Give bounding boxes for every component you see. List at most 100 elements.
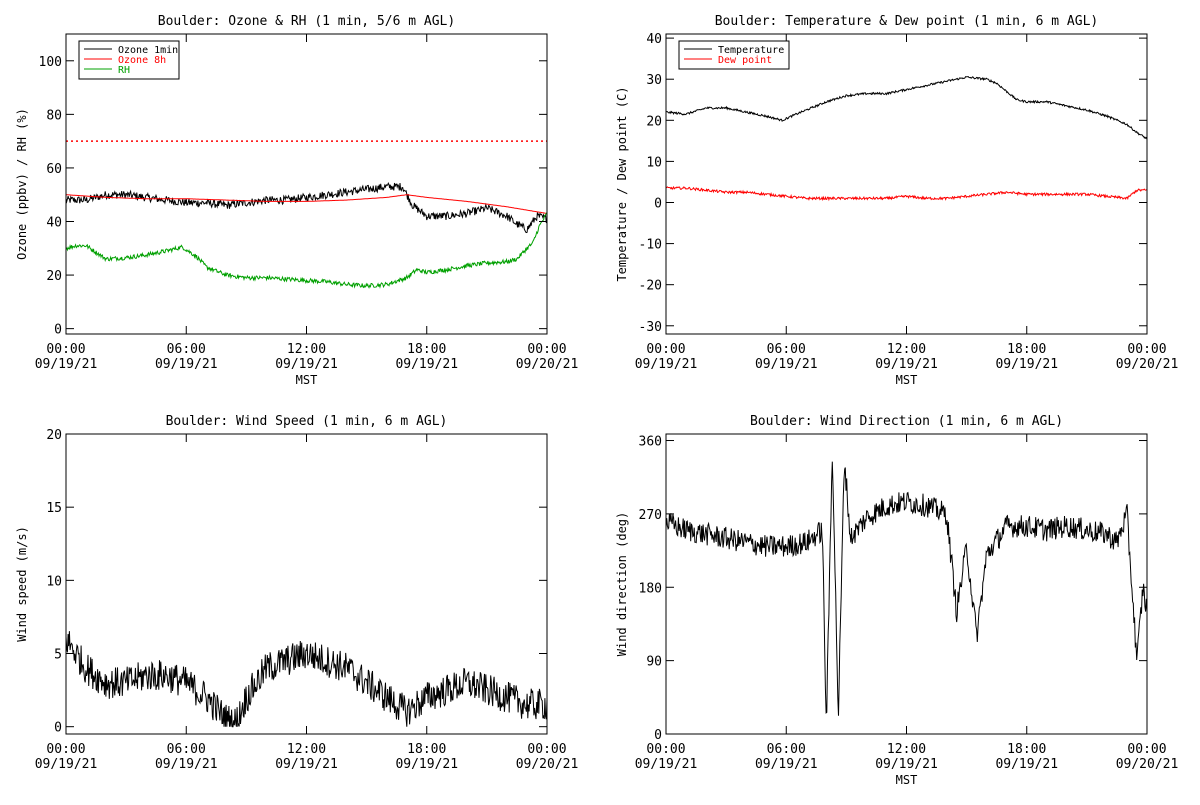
x-axis-label: MST: [296, 373, 318, 387]
legend-label: Ozone 1min: [118, 45, 178, 56]
x-tick-time: 00:00: [527, 742, 566, 757]
plot-area: [666, 76, 1147, 202]
series-line-3: [66, 212, 547, 289]
x-tick-time: 00:00: [1127, 342, 1166, 357]
y-tick-label: 10: [46, 574, 62, 589]
x-tick-time: 12:00: [287, 342, 326, 357]
y-tick-label: 0: [54, 323, 62, 338]
y-tick-label: 0: [654, 196, 662, 211]
x-tick-time: 00:00: [527, 342, 566, 357]
y-tick-label: 30: [646, 73, 662, 88]
y-tick-label: 100: [39, 55, 62, 70]
plot-frame: [665, 33, 1148, 335]
x-tick-time: 00:00: [46, 342, 85, 357]
x-tick-time: 06:00: [767, 342, 806, 357]
y-tick-label: 10: [646, 155, 662, 170]
legend-box: [678, 40, 790, 70]
x-tick-date: 09/19/21: [635, 757, 698, 772]
x-tick-date: 09/19/21: [755, 757, 818, 772]
y-tick-label: 270: [639, 508, 662, 523]
x-tick-date: 09/19/21: [875, 757, 938, 772]
x-tick-time: 00:00: [646, 342, 685, 357]
chart-title: Boulder: Temperature & Dew point (1 min,…: [715, 14, 1099, 29]
series-line-1: [666, 76, 1147, 140]
x-tick-date: 09/19/21: [875, 357, 938, 372]
x-tick-time: 18:00: [1007, 742, 1046, 757]
x-axis-label: MST: [896, 773, 918, 787]
x-tick-date: 09/20/21: [516, 357, 579, 372]
x-tick-time: 18:00: [407, 742, 446, 757]
chart-title: Boulder: Wind Speed (1 min, 6 m AGL): [166, 414, 448, 429]
y-tick-label: 60: [46, 162, 62, 177]
x-axis-label: MST: [896, 373, 918, 387]
y-axis-label: Wind speed (m/s): [15, 526, 29, 642]
series-line-1: [66, 181, 547, 234]
x-tick-date: 09/19/21: [275, 357, 338, 372]
y-tick-label: 360: [639, 435, 662, 450]
series-line-1: [66, 631, 547, 728]
x-tick-time: 12:00: [287, 742, 326, 757]
x-tick-date: 09/19/21: [635, 357, 698, 372]
x-tick-time: 06:00: [767, 742, 806, 757]
x-tick-time: 18:00: [407, 342, 446, 357]
x-tick-date: 09/19/21: [275, 757, 338, 772]
chart-panel-4: Boulder: Wind Direction (1 min, 6 m AGL)…: [615, 414, 1178, 787]
plot-area: [66, 631, 547, 728]
plot-area: [66, 140, 547, 289]
x-tick-date: 09/20/21: [1116, 357, 1179, 372]
legend-box: [78, 40, 180, 80]
x-tick-time: 00:00: [46, 742, 85, 757]
y-tick-label: 40: [646, 32, 662, 47]
x-tick-date: 09/19/21: [995, 357, 1058, 372]
x-tick-date: 09/19/21: [35, 757, 98, 772]
x-tick-date: 09/19/21: [395, 357, 458, 372]
chart-panel-1: Boulder: Ozone & RH (1 min, 5/6 m AGL) 0 2…: [15, 14, 578, 387]
plot-area: [666, 461, 1147, 716]
legend-label: Ozone 8h: [118, 55, 166, 66]
y-tick-label: -20: [639, 279, 662, 294]
y-tick-label: -30: [639, 320, 662, 335]
x-tick-time: 00:00: [1127, 742, 1166, 757]
y-tick-label: 20: [46, 269, 62, 284]
chart-panel-2: Boulder: Temperature & Dew point (1 min,…: [615, 14, 1178, 387]
x-tick-date: 09/20/21: [1116, 757, 1179, 772]
plot-frame: [665, 433, 1148, 735]
chart-panel-3: Boulder: Wind Speed (1 min, 6 m AGL) 0 5 10…: [15, 414, 578, 772]
series-line-2: [666, 185, 1147, 202]
y-axis-label: Temperature / Dew point (C): [615, 86, 629, 281]
x-tick-date: 09/19/21: [155, 357, 218, 372]
x-tick-time: 06:00: [167, 342, 206, 357]
y-tick-label: 15: [46, 501, 62, 516]
y-tick-label: 90: [646, 655, 662, 670]
chart-title: Boulder: Wind Direction (1 min, 6 m AGL): [750, 414, 1063, 429]
x-tick-time: 12:00: [887, 742, 926, 757]
chart-title: Boulder: Ozone & RH (1 min, 5/6 m AGL): [158, 14, 455, 29]
x-tick-date: 09/19/21: [155, 757, 218, 772]
y-tick-label: 180: [639, 581, 662, 596]
series-line-2: [66, 194, 547, 214]
y-tick-label: 0: [54, 721, 62, 736]
x-tick-date: 09/19/21: [35, 357, 98, 372]
x-tick-time: 06:00: [167, 742, 206, 757]
x-tick-date: 09/19/21: [395, 757, 458, 772]
y-tick-label: 0: [654, 728, 662, 743]
legend-label: Temperature: [718, 45, 784, 56]
y-axis-label: Ozone (ppbv) / RH (%): [15, 108, 29, 260]
series-line-1: [666, 461, 1147, 716]
y-tick-label: 80: [46, 108, 62, 123]
y-axis-label: Wind direction (deg): [615, 512, 629, 657]
x-tick-date: 09/19/21: [755, 357, 818, 372]
legend-label: RH: [118, 65, 130, 76]
y-tick-label: 20: [46, 428, 62, 443]
y-tick-label: -10: [639, 238, 662, 253]
y-tick-label: 5: [54, 648, 62, 663]
x-tick-date: 09/20/21: [516, 757, 579, 772]
x-tick-time: 12:00: [887, 342, 926, 357]
legend-label: Dew point: [718, 55, 772, 66]
y-tick-label: 20: [646, 114, 662, 129]
x-tick-time: 00:00: [646, 742, 685, 757]
x-tick-time: 18:00: [1007, 342, 1046, 357]
